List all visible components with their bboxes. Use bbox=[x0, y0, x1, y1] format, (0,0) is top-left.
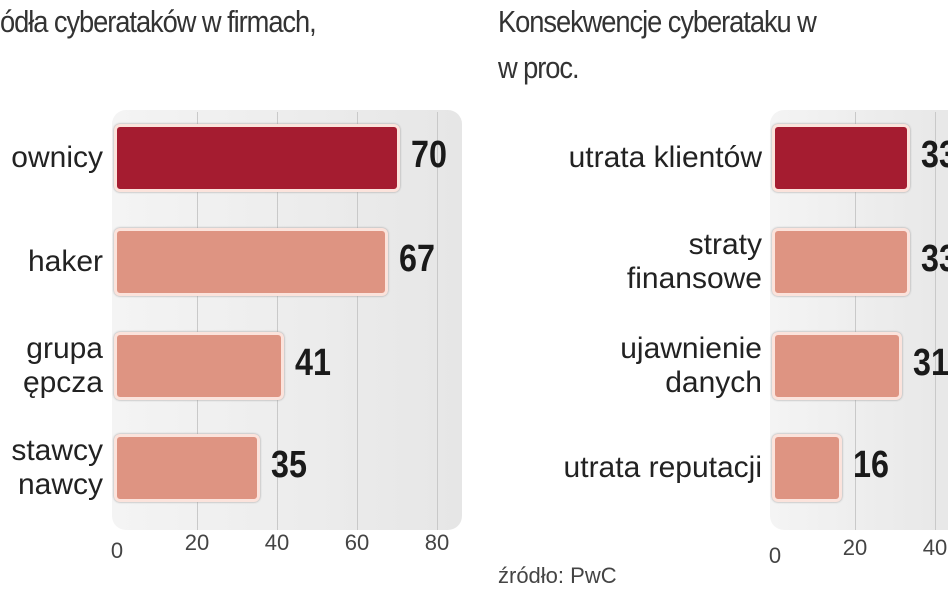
category-label: stawcy bbox=[11, 434, 103, 467]
category-label: utrata reputacji bbox=[563, 451, 762, 484]
category-label: utrata klientów bbox=[568, 141, 762, 174]
source-note: źródło: PwC bbox=[498, 563, 617, 588]
value-label: 31 bbox=[913, 342, 948, 384]
x-tick-label: 0 bbox=[768, 543, 782, 568]
gridline bbox=[935, 112, 936, 530]
gridline bbox=[855, 112, 856, 530]
x-tick-label: 20 bbox=[184, 530, 210, 555]
category-label: finansowe bbox=[626, 262, 762, 295]
x-tick-label: 0 bbox=[110, 538, 124, 563]
category-label: ownicy bbox=[11, 141, 103, 174]
value-label: 16 bbox=[853, 444, 889, 486]
gridline bbox=[197, 112, 198, 530]
bar bbox=[114, 332, 284, 400]
value-label: 70 bbox=[411, 134, 447, 176]
gridline bbox=[277, 112, 278, 530]
category-label: straty bbox=[688, 228, 762, 261]
x-tick-label: 40 bbox=[264, 530, 290, 555]
x-tick-label: 20 bbox=[842, 535, 868, 560]
gridline bbox=[357, 112, 358, 530]
value-label: 33 bbox=[921, 238, 948, 280]
bar bbox=[772, 124, 910, 192]
chart-subtitle: w proc. bbox=[498, 50, 580, 85]
category-label: ępcza bbox=[22, 366, 103, 399]
bar bbox=[114, 124, 400, 192]
bar bbox=[114, 434, 260, 502]
x-tick-label: 40 bbox=[922, 535, 948, 560]
bar bbox=[772, 434, 842, 502]
value-label: 33 bbox=[921, 134, 948, 176]
value-label: 35 bbox=[271, 444, 307, 486]
bar bbox=[114, 228, 388, 296]
chart-title: Konsekwencje cyberataku w bbox=[498, 4, 817, 39]
value-label: 67 bbox=[399, 238, 435, 280]
category-label: danych bbox=[665, 366, 762, 399]
category-label: ujawnienie bbox=[620, 332, 762, 365]
category-label: haker bbox=[27, 245, 103, 278]
chart-title: ódła cyberataków w firmach, bbox=[0, 4, 317, 39]
x-tick-label: 60 bbox=[344, 530, 370, 555]
bar bbox=[772, 228, 910, 296]
category-label: nawcy bbox=[17, 468, 103, 501]
value-label: 41 bbox=[295, 342, 331, 384]
x-tick-label: 80 bbox=[424, 530, 450, 555]
category-label: grupa bbox=[26, 332, 103, 365]
gridline bbox=[437, 112, 438, 530]
bar bbox=[772, 332, 902, 400]
